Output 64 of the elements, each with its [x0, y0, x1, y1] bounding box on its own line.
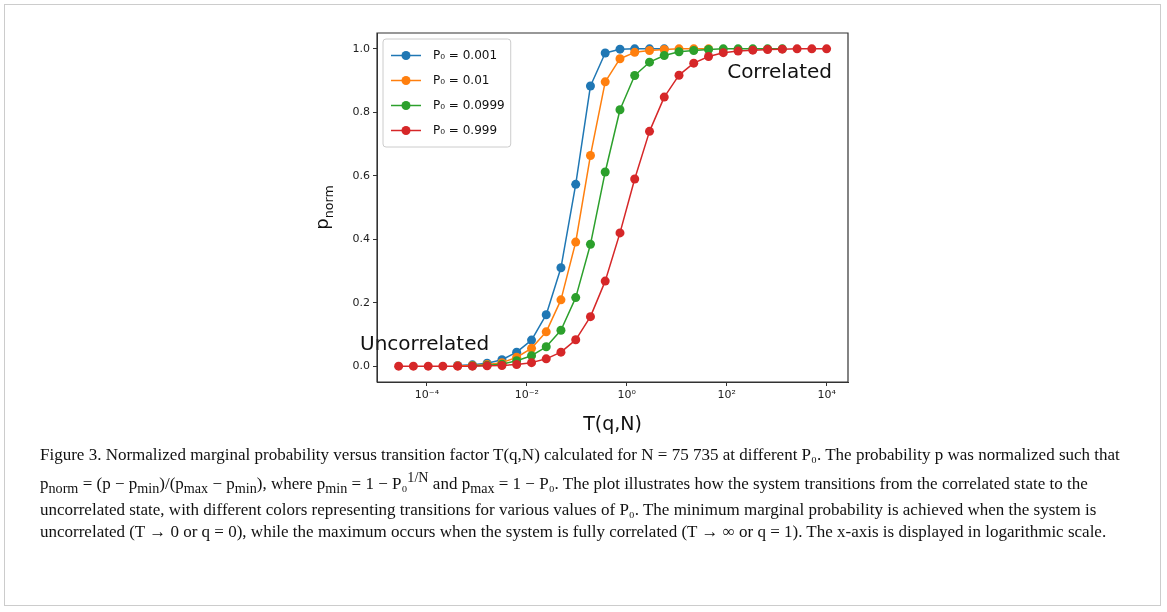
x-axis-title: T(q,N)	[582, 411, 642, 434]
x-tick-label: 10⁻²	[514, 388, 539, 402]
point	[615, 228, 625, 238]
point	[571, 179, 581, 189]
point	[541, 354, 551, 364]
point	[541, 327, 551, 337]
point	[585, 81, 595, 91]
point	[556, 295, 566, 305]
y-tick-label: 0.8	[352, 105, 370, 119]
point	[792, 44, 802, 54]
point	[600, 167, 610, 177]
point	[600, 276, 610, 286]
point	[571, 293, 581, 303]
point	[659, 92, 669, 102]
point	[615, 54, 625, 64]
x-tick-label: 10⁰	[617, 388, 637, 402]
y-axis-title: pnorm	[311, 185, 337, 230]
point	[645, 57, 655, 67]
point	[527, 343, 537, 353]
annotation: Correlated	[727, 59, 832, 83]
point	[674, 70, 684, 80]
legend-label: P₀ = 0.01	[433, 72, 490, 87]
legend-label: P₀ = 0.999	[433, 122, 498, 137]
point	[408, 361, 418, 371]
y-tick-label: 1.0	[352, 41, 370, 55]
point	[541, 310, 551, 320]
point	[527, 335, 537, 345]
point	[556, 347, 566, 357]
point	[645, 126, 655, 136]
point	[600, 48, 610, 58]
point	[718, 48, 728, 58]
y-tick-label: 0.6	[352, 168, 370, 182]
point	[630, 174, 640, 184]
x-tick-label: 10²	[717, 388, 736, 402]
point	[438, 361, 448, 371]
legend-label: P₀ = 0.0999	[433, 97, 505, 112]
point	[585, 150, 595, 160]
point	[822, 44, 832, 54]
point	[585, 312, 595, 322]
y-tick-label: 0.2	[352, 295, 370, 309]
y-tick-label: 0.4	[352, 232, 370, 246]
y-tick-label: 0.0	[352, 359, 370, 372]
point	[556, 263, 566, 273]
point	[630, 71, 640, 81]
point	[423, 361, 433, 371]
text: Figure 3. Normalized marginal probability versus transition factor T(q,N) calculated for N = 75 735 at different P₀. The probability p was normalized such that p$_{norm}$ = (p − p$_{min}$)/(p$_{max}$ − p$_{min}$), where p$_{min}$ = 1 − P₀$^{1/N}$ and p$_{max}$ = 1 − P₀. The plot illustrates how the system transitions from the correlated state to the uncorrelated state, with different colors representing transitions for various values of P₀. The minimum marginal probability is achieved when the system is uncorrelated (T → 0 or q = 0), while the maximum occurs when the system is fully correlated (T → ∞ or q = 1). The x-axis is displayed in logarithmic scale.	[40, 445, 1120, 542]
point	[659, 51, 669, 61]
point	[689, 58, 699, 68]
x-tick-label: 10⁻⁴	[414, 388, 440, 402]
point	[585, 239, 595, 249]
point	[615, 105, 625, 115]
point	[541, 342, 551, 352]
point	[807, 44, 817, 54]
point	[571, 335, 581, 345]
point	[571, 237, 581, 247]
legend-label: P₀ = 0.001	[433, 47, 498, 62]
point	[704, 51, 714, 61]
point	[394, 361, 404, 371]
point	[556, 325, 566, 335]
x-tick-label: 10⁴	[817, 388, 837, 402]
point	[600, 77, 610, 87]
point	[527, 358, 537, 368]
point	[512, 360, 522, 370]
point	[615, 44, 625, 54]
